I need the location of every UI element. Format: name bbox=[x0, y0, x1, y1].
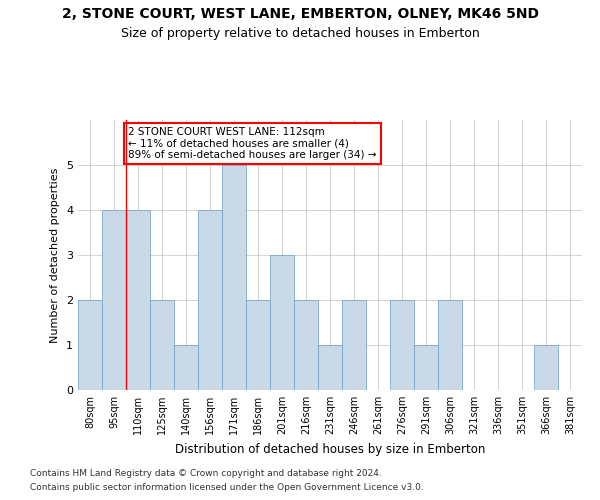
Bar bbox=[342, 300, 366, 390]
X-axis label: Distribution of detached houses by size in Emberton: Distribution of detached houses by size … bbox=[175, 442, 485, 456]
Text: Contains HM Land Registry data © Crown copyright and database right 2024.: Contains HM Land Registry data © Crown c… bbox=[30, 468, 382, 477]
Y-axis label: Number of detached properties: Number of detached properties bbox=[50, 168, 61, 342]
Bar bbox=[150, 300, 174, 390]
Bar bbox=[294, 300, 318, 390]
Bar bbox=[390, 300, 414, 390]
Text: Contains public sector information licensed under the Open Government Licence v3: Contains public sector information licen… bbox=[30, 484, 424, 492]
Bar bbox=[438, 300, 462, 390]
Text: 2 STONE COURT WEST LANE: 112sqm
← 11% of detached houses are smaller (4)
89% of : 2 STONE COURT WEST LANE: 112sqm ← 11% of… bbox=[128, 126, 377, 160]
Text: 2, STONE COURT, WEST LANE, EMBERTON, OLNEY, MK46 5ND: 2, STONE COURT, WEST LANE, EMBERTON, OLN… bbox=[62, 8, 539, 22]
Bar bbox=[78, 300, 102, 390]
Bar bbox=[246, 300, 270, 390]
Bar bbox=[318, 345, 342, 390]
Bar bbox=[222, 165, 246, 390]
Bar bbox=[534, 345, 558, 390]
Bar bbox=[126, 210, 150, 390]
Bar bbox=[174, 345, 198, 390]
Bar bbox=[414, 345, 438, 390]
Bar bbox=[198, 210, 222, 390]
Bar bbox=[102, 210, 126, 390]
Text: Size of property relative to detached houses in Emberton: Size of property relative to detached ho… bbox=[121, 28, 479, 40]
Bar bbox=[270, 255, 294, 390]
